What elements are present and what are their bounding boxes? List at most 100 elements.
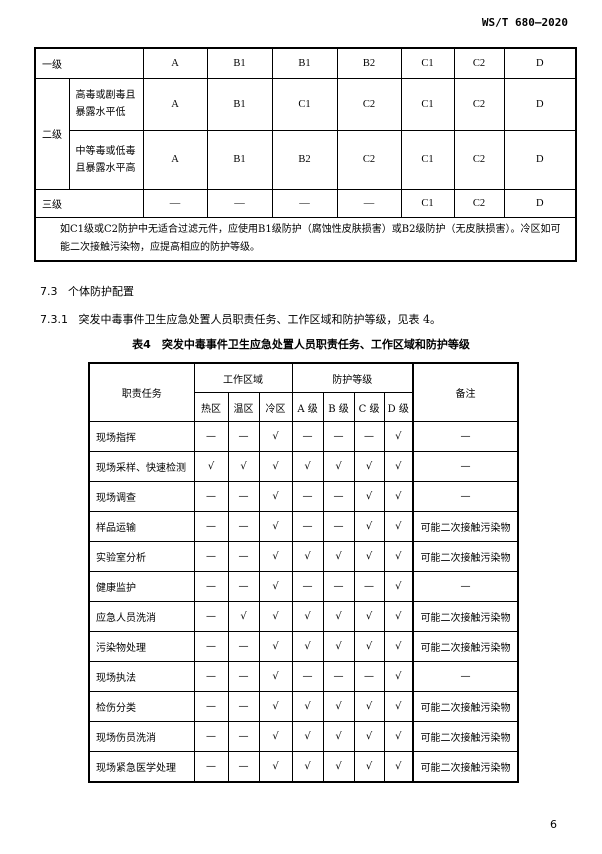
remark-cell: 可能二次接触污染物 <box>412 751 519 783</box>
grade-cell: B1 <box>271 47 338 79</box>
table-row: 检伤分类 — — √ √ √ √ √ 可能二次接触污染物 <box>88 691 519 722</box>
header-level: 防护等级 <box>291 362 414 393</box>
mark-cell: — <box>227 571 260 602</box>
task-cell: 现场指挥 <box>88 421 195 452</box>
mark-cell: — <box>322 421 355 452</box>
mark-cell: — <box>322 481 355 512</box>
mark-cell: √ <box>227 451 260 482</box>
grade-cell: C2 <box>453 77 505 131</box>
grade-cell: — <box>142 188 208 218</box>
mark-cell: — <box>291 661 324 692</box>
table-row: 污染物处理 — — √ √ √ √ √ 可能二次接触污染物 <box>88 631 519 662</box>
task-cell: 应急人员洗消 <box>88 601 195 632</box>
mark-cell: — <box>193 481 229 512</box>
task-cell: 实验室分析 <box>88 541 195 572</box>
mark-cell: √ <box>383 661 414 692</box>
grade-cell: B1 <box>206 77 273 131</box>
mark-cell: — <box>353 421 385 452</box>
grade-cell: C1 <box>400 77 455 131</box>
grade-cell: — <box>206 188 273 218</box>
header-task: 职责任务 <box>88 362 195 422</box>
mark-cell: — <box>322 661 355 692</box>
mark-cell: √ <box>258 691 293 722</box>
mark-cell: √ <box>291 631 324 662</box>
grade-cell: A <box>142 47 208 79</box>
table-title: 表4 突发中毒事件卫生应急处置人员职责任务、工作区域和防护等级 <box>132 338 470 351</box>
section-title: 个体防护配置 <box>68 285 134 298</box>
mark-cell: √ <box>353 511 385 542</box>
task-cell: 现场紧急医学处理 <box>88 751 195 783</box>
mark-cell: √ <box>322 751 355 783</box>
subheader-cell: A 级 <box>291 392 324 422</box>
section-heading: 7.3 个体防护配置 <box>40 283 134 299</box>
table-row: 现场调查 — — √ — — √ √ — <box>88 481 519 512</box>
mark-cell: — <box>291 481 324 512</box>
grade-cell: C2 <box>453 188 505 218</box>
sublevel-cell: 中等毒或低毒且暴露水平高 <box>68 129 144 190</box>
grade-cell: A <box>142 77 208 131</box>
mark-cell: √ <box>353 631 385 662</box>
remark-cell: — <box>412 571 519 602</box>
mark-cell: √ <box>383 481 414 512</box>
mark-cell: — <box>353 661 385 692</box>
mark-cell: — <box>193 571 229 602</box>
document-code: WS/T 680—2020 <box>481 16 568 29</box>
mark-cell: √ <box>291 691 324 722</box>
mark-cell: √ <box>353 601 385 632</box>
remark-cell: — <box>412 661 519 692</box>
page-number: 6 <box>550 818 557 831</box>
grade-cell: C1 <box>400 129 455 190</box>
task-cell: 样品运输 <box>88 511 195 542</box>
section-number: 7.3 <box>40 285 58 298</box>
header-remark: 备注 <box>412 362 519 422</box>
table-row: 应急人员洗消 — √ √ √ √ √ √ 可能二次接触污染物 <box>88 601 519 632</box>
table-row: 现场执法 — — √ — — — √ — <box>88 661 519 692</box>
task-cell: 现场执法 <box>88 661 195 692</box>
mark-cell: — <box>193 661 229 692</box>
mark-cell: — <box>227 691 260 722</box>
mark-cell: — <box>322 571 355 602</box>
remark-cell: 可能二次接触污染物 <box>412 541 519 572</box>
level-cell: 三级 <box>34 188 144 218</box>
mark-cell: — <box>227 751 260 783</box>
mark-cell: √ <box>383 751 414 783</box>
mark-cell: √ <box>353 541 385 572</box>
subheader-cell: C 级 <box>353 392 385 422</box>
sublevel-cell: 高毒或剧毒且暴露水平低 <box>68 77 144 131</box>
mark-cell: √ <box>291 721 324 752</box>
mark-cell: — <box>227 481 260 512</box>
grade-cell: B2 <box>271 129 338 190</box>
mark-cell: √ <box>322 451 355 482</box>
subheader-cell: 温区 <box>227 392 260 422</box>
mark-cell: √ <box>353 751 385 783</box>
mark-cell: √ <box>353 451 385 482</box>
task-cell: 检伤分类 <box>88 691 195 722</box>
header-row: 职责任务 工作区域 防护等级 备注 <box>88 362 519 422</box>
remark-cell: 可能二次接触污染物 <box>412 631 519 662</box>
grade-cell: — <box>271 188 338 218</box>
subheader-cell: 热区 <box>193 392 229 422</box>
header-zone: 工作区域 <box>193 362 293 393</box>
grade-cell: C2 <box>453 129 505 190</box>
grade-cell: C1 <box>400 47 455 79</box>
mark-cell: √ <box>322 631 355 662</box>
protection-level-table: 一级 A B1 B1 B2 C1 C2 D 二级 高毒或剧毒且暴露水平低 A B1 C1 C2 C1 C2 D 中… <box>34 47 577 262</box>
grade-cell: B2 <box>336 47 402 79</box>
mark-cell: √ <box>291 751 324 783</box>
subheader-cell: B 级 <box>322 392 355 422</box>
clause-text: 突发中毒事件卫生应急处置人员职责任务、工作区域和防护等级，见表 4。 <box>78 313 442 326</box>
level-cell: 一级 <box>34 47 144 79</box>
table-row: 现场紧急医学处理 — — √ √ √ √ √ 可能二次接触污染物 <box>88 751 519 783</box>
mark-cell: √ <box>258 661 293 692</box>
mark-cell: √ <box>353 691 385 722</box>
task-cell: 健康监护 <box>88 571 195 602</box>
mark-cell: √ <box>383 631 414 662</box>
table-row: 二级 高毒或剧毒且暴露水平低 A B1 C1 C2 C1 C2 D <box>34 77 577 190</box>
table-row: 现场采样、快速检测 √ √ √ √ √ √ √ — <box>88 451 519 482</box>
mark-cell: √ <box>258 451 293 482</box>
grade-cell: D <box>503 77 577 131</box>
remark-cell: 可能二次接触污染物 <box>412 511 519 542</box>
level-cell: 二级 <box>34 77 70 190</box>
mark-cell: — <box>193 601 229 632</box>
mark-cell: √ <box>353 481 385 512</box>
